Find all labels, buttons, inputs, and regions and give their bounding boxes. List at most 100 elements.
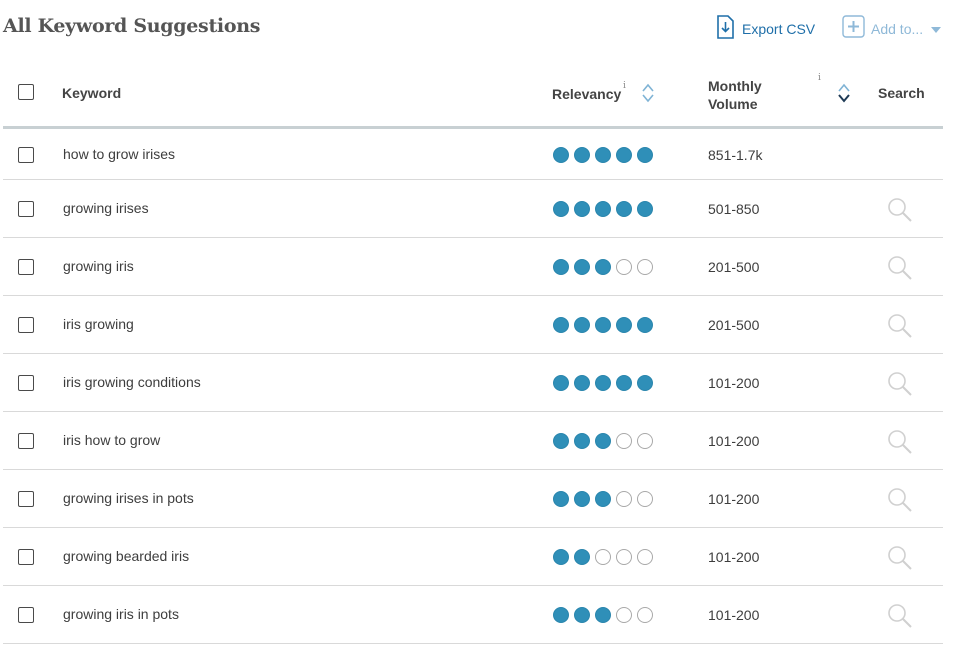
keyword-cell: how to grow irises (63, 145, 176, 162)
relevancy-dot-filled (574, 433, 590, 449)
relevancy-dot-filled (637, 201, 653, 217)
relevancy-dot-filled (553, 259, 569, 275)
relevancy-dot-filled (616, 201, 632, 217)
row-checkbox[interactable] (18, 201, 34, 217)
row-checkbox[interactable] (18, 375, 34, 391)
monthly-volume-cell: 101-200 (708, 433, 760, 449)
relevancy-rating (553, 491, 653, 507)
relevancy-dot-filled (553, 607, 569, 623)
keyword-cell: iris growing conditions (63, 374, 201, 390)
table-row: growing iris 201-500 (3, 238, 943, 296)
volume-info-icon[interactable]: i (818, 73, 821, 83)
monthly-volume-header-line2: Volume (708, 96, 758, 112)
relevancy-dot-filled (574, 491, 590, 507)
relevancy-dot-filled (553, 317, 569, 333)
relevancy-rating (553, 433, 653, 449)
table-row: iris growing 201-500 (3, 296, 943, 354)
volume-sort-icon[interactable] (837, 83, 851, 108)
relevancy-dot-filled (616, 375, 632, 391)
table-row: growing irises 501-850 (3, 180, 943, 238)
row-checkbox[interactable] (18, 607, 34, 623)
keyword-cell: iris how to grow (63, 432, 161, 448)
row-checkbox[interactable] (18, 549, 34, 565)
magnifier-icon[interactable] (887, 545, 913, 576)
row-checkbox[interactable] (18, 433, 34, 449)
relevancy-dot-filled (553, 146, 569, 163)
relevancy-info-icon[interactable]: i (623, 81, 626, 91)
relevancy-sort-icon[interactable] (641, 83, 655, 108)
keyword-table: Keyword Relevancy i Monthly Volume i Sea… (3, 60, 943, 644)
relevancy-rating (553, 259, 653, 275)
keyword-cell: growing irises (63, 200, 149, 216)
monthly-volume-cell: 101-200 (708, 549, 760, 565)
search-column-header: Search (878, 85, 925, 101)
relevancy-rating (553, 607, 653, 623)
monthly-volume-cell: 851-1.7k (708, 146, 763, 163)
relevancy-dot-filled (553, 375, 569, 391)
caret-down-icon (931, 20, 942, 38)
keyword-cell: iris growing (63, 316, 134, 332)
file-download-icon (716, 14, 734, 44)
relevancy-dot-empty (637, 433, 653, 449)
table-row: growing irises in pots 101-200 (3, 470, 943, 528)
relevancy-dot-filled (574, 259, 590, 275)
plus-box-icon (842, 15, 865, 43)
relevancy-column-header: Relevancy (552, 86, 622, 102)
magnifier-icon[interactable] (887, 487, 913, 518)
table-header: Keyword Relevancy i Monthly Volume i Sea… (3, 60, 943, 129)
keyword-cell: growing bearded iris (63, 548, 190, 564)
magnifier-icon[interactable] (887, 429, 913, 460)
relevancy-rating (553, 146, 653, 163)
magnifier-icon[interactable] (887, 313, 913, 344)
relevancy-dot-filled (553, 201, 569, 217)
export-csv-label: Export CSV (742, 21, 816, 37)
relevancy-dot-filled (637, 317, 653, 333)
magnifier-icon[interactable] (887, 371, 913, 402)
relevancy-dot-filled (574, 201, 590, 217)
page-title: All Keyword Suggestions (3, 15, 261, 37)
relevancy-dot-filled (595, 201, 611, 217)
magnifier-icon[interactable] (887, 255, 913, 286)
monthly-volume-column-header: Monthly Volume (708, 77, 762, 113)
add-to-button[interactable]: Add to... (842, 15, 942, 43)
relevancy-dot-empty (616, 491, 632, 507)
add-to-label: Add to... (871, 21, 924, 37)
export-csv-button[interactable]: Export CSV (716, 14, 816, 44)
row-checkbox[interactable] (18, 491, 34, 507)
monthly-volume-header-line1: Monthly (708, 78, 762, 94)
row-checkbox[interactable] (18, 259, 34, 275)
relevancy-dot-filled (616, 317, 632, 333)
relevancy-dot-empty (637, 491, 653, 507)
relevancy-dot-filled (595, 317, 611, 333)
relevancy-dot-filled (574, 607, 590, 623)
relevancy-dot-filled (595, 375, 611, 391)
relevancy-rating (553, 375, 653, 391)
select-all-checkbox[interactable] (18, 84, 34, 100)
header: All Keyword Suggestions Export CSV Add t… (0, 0, 959, 60)
keyword-cell: growing iris (63, 258, 134, 274)
row-checkbox[interactable] (18, 317, 34, 333)
keyword-cell: growing iris in pots (63, 606, 179, 622)
relevancy-dot-empty (637, 259, 653, 275)
magnifier-icon[interactable] (887, 603, 913, 634)
relevancy-dot-filled (574, 317, 590, 333)
relevancy-dot-filled (574, 146, 590, 163)
relevancy-dot-filled (574, 375, 590, 391)
relevancy-dot-empty (616, 607, 632, 623)
relevancy-dot-empty (595, 549, 611, 565)
monthly-volume-cell: 201-500 (708, 317, 760, 333)
relevancy-dot-filled (553, 433, 569, 449)
row-checkbox[interactable] (18, 146, 34, 163)
relevancy-dot-filled (595, 607, 611, 623)
relevancy-dot-filled (574, 549, 590, 565)
keyword-column-header: Keyword (62, 85, 122, 101)
table-row: growing bearded iris 101-200 (3, 528, 943, 586)
relevancy-dot-empty (616, 549, 632, 565)
relevancy-dot-filled (595, 259, 611, 275)
relevancy-dot-filled (595, 491, 611, 507)
magnifier-icon[interactable] (887, 197, 913, 228)
monthly-volume-cell: 101-200 (708, 607, 760, 623)
relevancy-dot-filled (637, 375, 653, 391)
relevancy-rating (553, 201, 653, 217)
relevancy-dot-filled (595, 433, 611, 449)
